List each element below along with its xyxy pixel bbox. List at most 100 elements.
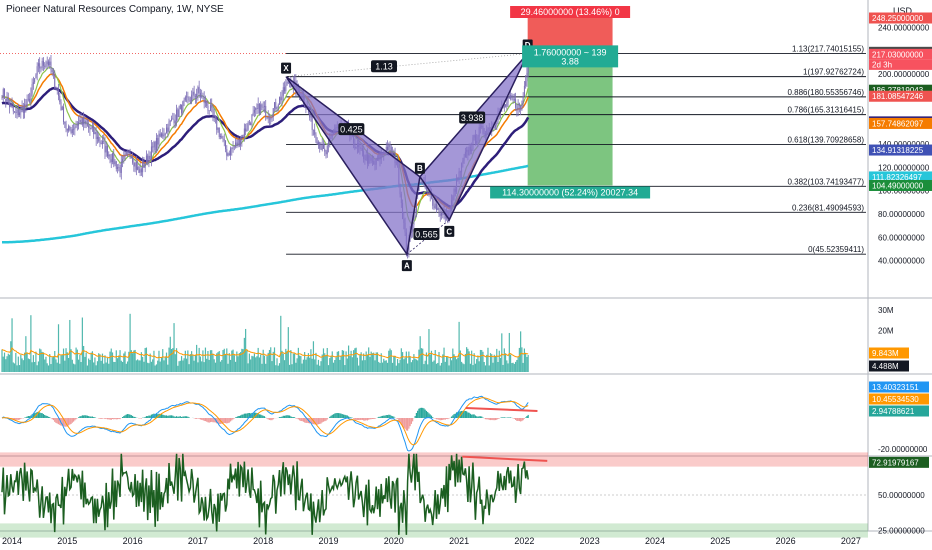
macd-histogram-bar [129,414,131,418]
volume-bar [339,359,341,372]
candle-body [281,95,283,101]
volume-bar [252,356,254,372]
macd-histogram-bar [463,410,465,418]
volume-bar [106,357,109,372]
candle-body [267,116,269,119]
volume-bar [444,361,446,372]
volume-bar [386,362,389,372]
macd-histogram-bar [349,417,351,418]
volume-bar [130,350,132,372]
volume-bar [458,321,460,372]
macd-histogram-bar [432,417,434,418]
volume-bar [325,355,327,372]
candle-body [37,63,39,67]
macd-histogram-bar [334,413,336,418]
macd-histogram-bar [67,418,70,426]
macd-histogram-bar [403,418,405,428]
macd-histogram-bar [452,415,454,418]
pattern-point-label: B [417,164,423,173]
volume-bar [512,362,514,372]
candle-body [511,95,513,98]
candle-body [510,95,512,99]
volume-bar [72,363,75,372]
volume-bar [449,357,451,372]
macd-histogram-bar [409,418,411,427]
volume-bar [395,365,397,372]
time-axis-label: 2018 [253,536,273,546]
macd-histogram-bar [248,412,250,418]
volume-bar [150,361,153,372]
volume-bar [403,359,405,372]
volume-bar [281,350,283,372]
candle-body [207,105,209,111]
volume-bar [491,354,493,372]
candle-body [160,133,162,137]
candle-body [6,97,8,102]
time-axis-label: 2023 [580,536,600,546]
candle-body [503,104,505,108]
macd-histogram-bar [454,413,456,418]
volume-bar [379,363,381,372]
volume-bar [417,360,419,372]
volume-bar [135,360,137,372]
rsi-label-bg [869,456,929,468]
macd-histogram-bar [515,418,517,420]
volume-bar [142,356,144,372]
macd-histogram-bar [121,417,124,418]
macd-histogram-bar [267,418,269,420]
candle-body [437,207,439,211]
macd-histogram-bar [173,416,175,418]
volume-bar [363,353,365,372]
macd-line [1,395,529,452]
candle-body [52,72,54,75]
volume-bar [246,349,248,372]
candle-body [443,212,445,215]
volume-bar [478,361,480,372]
volume-bar [286,351,288,372]
volume-bar [126,361,129,372]
macd-histogram-bar [148,415,150,418]
volume-bar [42,352,45,372]
candle-body [322,144,324,149]
candle-body [199,92,201,98]
macd-histogram-bar [155,413,158,418]
macd-histogram-bar [46,415,48,418]
macd-histogram-bar [15,418,17,421]
volume-bar [17,356,19,372]
volume-bar [251,355,253,372]
candle-body [76,125,78,127]
stop-label-bg [510,6,631,18]
candle-body [187,96,189,98]
volume-bar [345,351,347,372]
volume-bar [162,349,164,372]
volume-bar [21,358,23,372]
candle-body [39,63,41,69]
volume-bar [194,354,196,372]
candle-body [415,195,417,212]
volume-bar [208,359,210,372]
macd-histogram-bar [246,413,248,418]
volume-bar [90,352,92,372]
volume-bar [335,357,337,372]
candle-body [250,122,252,126]
candle-body [177,109,179,118]
macd-histogram-bar [56,418,58,424]
rsi-divergence-line [462,455,548,462]
macd-histogram-bar [34,413,36,418]
macd-histogram-bar [125,414,127,418]
macd-histogram-bar [111,418,114,420]
macd-histogram-bar [346,415,348,418]
volume-bar [177,365,179,372]
volume-bar [221,360,223,372]
candle-body [140,169,142,173]
candle-body [70,130,72,133]
risk-reward-value: 3.88 [561,56,579,66]
candle-body [413,211,415,226]
macd-histogram-bar [477,416,479,418]
macd-histogram-bar [525,417,527,418]
volume-bar [483,362,485,372]
volume-bar [167,364,169,372]
candle-body [214,115,216,119]
macd-histogram-bar [229,418,232,422]
